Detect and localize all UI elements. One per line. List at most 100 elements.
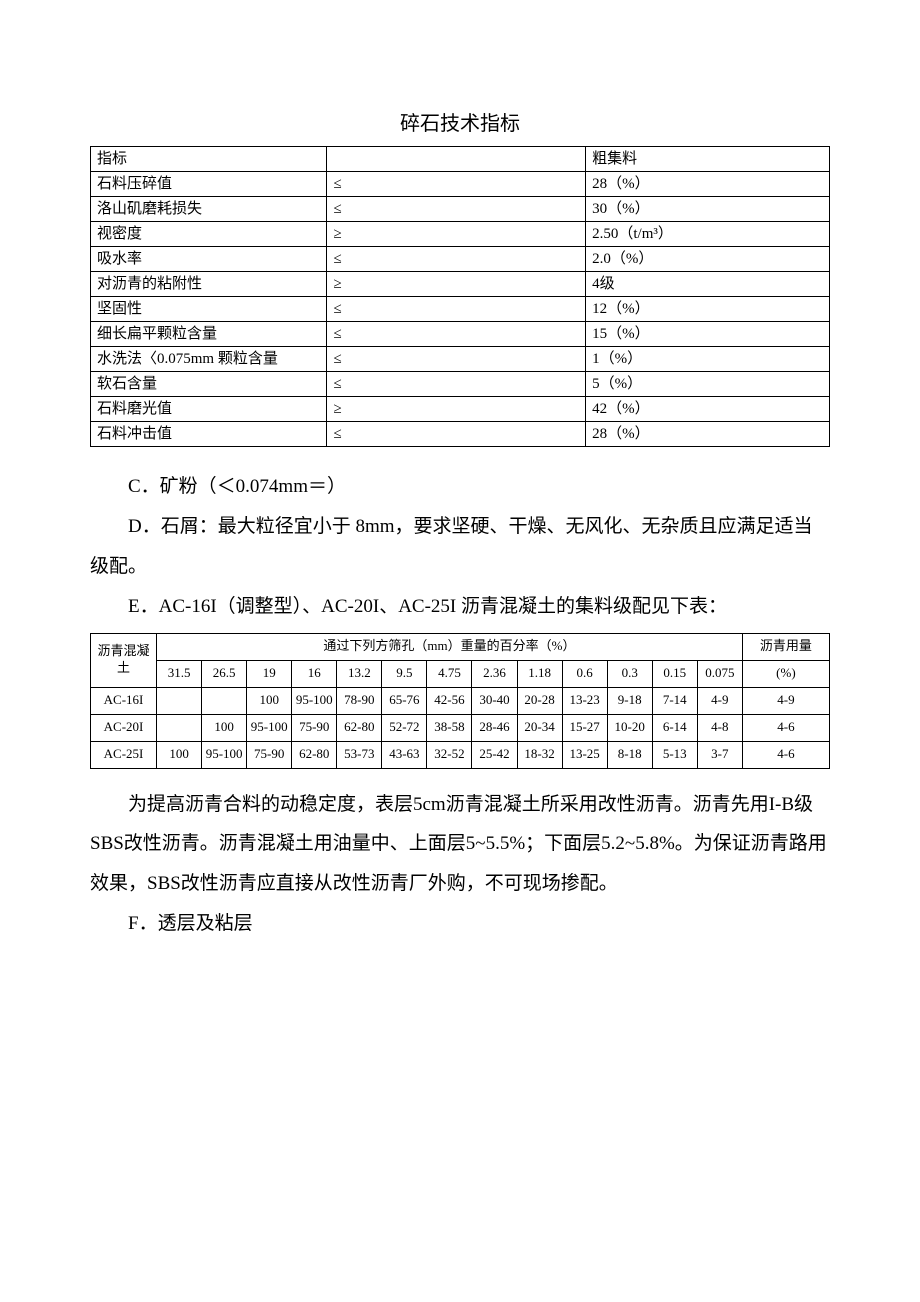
table-row: 洛山矶磨耗损失≤30（%） (91, 197, 830, 222)
table2-size-header: 19 (247, 660, 292, 687)
table-cell: 软石含量 (91, 372, 327, 397)
table-cell: 13-23 (562, 687, 607, 714)
table-cell: 石料冲击值 (91, 422, 327, 447)
table-row: AC-25I10095-10075-9062-8053-7343-6332-52… (91, 741, 830, 768)
table-cell: 13-25 (562, 741, 607, 768)
table-cell: 62-80 (292, 741, 337, 768)
table1-header: 指标 (91, 147, 327, 172)
table-cell: 9-18 (607, 687, 652, 714)
para-f: F．透层及粘层 (90, 904, 830, 944)
table1: 指标 粗集料 石料压碎值≤28（%）洛山矶磨耗损失≤30（%）视密度≥2.50（… (90, 146, 830, 447)
table-cell: 20-28 (517, 687, 562, 714)
table2-row-label: AC-25I (91, 741, 157, 768)
table-row: 石料磨光值≥42（%） (91, 397, 830, 422)
table-cell: ≤ (327, 297, 586, 322)
para-body: 为提高沥青合料的动稳定度，表层5cm沥青混凝土所采用改性沥青。沥青先用I-B级S… (90, 785, 830, 905)
table-cell: 62-80 (337, 714, 382, 741)
table-cell: 2.0（%） (586, 247, 830, 272)
table-row: 软石含量≤5（%） (91, 372, 830, 397)
table-cell: 洛山矶磨耗损失 (91, 197, 327, 222)
table2: 沥青混凝土 通过下列方筛孔（mm）重量的百分率（%） 沥青用量 31.526.5… (90, 633, 830, 769)
table-cell: 30（%） (586, 197, 830, 222)
table2-span-title: 通过下列方筛孔（mm）重量的百分率（%） (157, 633, 743, 660)
table-cell: 15-27 (562, 714, 607, 741)
table2-row-label: AC-16I (91, 687, 157, 714)
table-cell: 95-100 (247, 714, 292, 741)
table-cell: 6-14 (652, 714, 697, 741)
table-cell: 43-63 (382, 741, 427, 768)
table-cell: 水洗法〈0.075mm 颗粒含量 (91, 347, 327, 372)
table-cell: 100 (157, 741, 202, 768)
table-cell: ≤ (327, 322, 586, 347)
table-cell: 1（%） (586, 347, 830, 372)
table-cell: 对沥青的粘附性 (91, 272, 327, 297)
table2-size-header: 1.18 (517, 660, 562, 687)
table-row: 坚固性≤12（%） (91, 297, 830, 322)
table1-header: 粗集料 (586, 147, 830, 172)
table-cell: 2.50（t/m³） (586, 222, 830, 247)
table-cell: 5-13 (652, 741, 697, 768)
table-row: 吸水率≤2.0（%） (91, 247, 830, 272)
table-cell: 38-58 (427, 714, 472, 741)
table-cell: 28-46 (472, 714, 517, 741)
table2-size-header: 0.075 (697, 660, 742, 687)
table2-size-header: 16 (292, 660, 337, 687)
table-row: 石料压碎值≤28（%） (91, 172, 830, 197)
table-cell: 75-90 (292, 714, 337, 741)
table-cell: 52-72 (382, 714, 427, 741)
table-cell: 8-18 (607, 741, 652, 768)
table2-size-header: 0.3 (607, 660, 652, 687)
table2-size-header: 26.5 (202, 660, 247, 687)
table-cell: ≤ (327, 172, 586, 197)
table-cell: 28（%） (586, 172, 830, 197)
table2-last-header: 沥青用量 (742, 633, 829, 660)
table-row: AC-20I 10095-10075-9062-8052-7238-5828-46… (91, 714, 830, 741)
table-cell: 100 (247, 687, 292, 714)
table-cell: 5（%） (586, 372, 830, 397)
table-cell (157, 687, 202, 714)
table2-size-header: 4.75 (427, 660, 472, 687)
table-cell: 78-90 (337, 687, 382, 714)
table-cell: 4-9 (742, 687, 829, 714)
table-cell: 28（%） (586, 422, 830, 447)
table-cell: 视密度 (91, 222, 327, 247)
table-cell: 吸水率 (91, 247, 327, 272)
table-row: 石料冲击值≤28（%） (91, 422, 830, 447)
table-cell: ≤ (327, 197, 586, 222)
table2-size-header: 0.6 (562, 660, 607, 687)
table-cell: ≤ (327, 372, 586, 397)
table2-size-header: 2.36 (472, 660, 517, 687)
table-cell: 3-7 (697, 741, 742, 768)
table2-size-header: (%) (742, 660, 829, 687)
table-row: 细长扁平颗粒含量≤15（%） (91, 322, 830, 347)
table-cell: 4-6 (742, 741, 829, 768)
table-cell: 4级 (586, 272, 830, 297)
table-cell: 石料磨光值 (91, 397, 327, 422)
table-cell: 30-40 (472, 687, 517, 714)
table2-size-header: 0.15 (652, 660, 697, 687)
table2-header-row-2: 31.526.5191613.29.54.752.361.180.60.30.1… (91, 660, 830, 687)
table-cell: 42-56 (427, 687, 472, 714)
table-cell: 100 (202, 714, 247, 741)
table-cell: 75-90 (247, 741, 292, 768)
table1-title: 碎石技术指标 (90, 110, 830, 138)
table-cell: 95-100 (202, 741, 247, 768)
table-cell (157, 714, 202, 741)
table-cell: ≥ (327, 222, 586, 247)
table-cell: 10-20 (607, 714, 652, 741)
table-cell: 53-73 (337, 741, 382, 768)
table-cell: 12（%） (586, 297, 830, 322)
table-cell: 15（%） (586, 322, 830, 347)
table-cell: 95-100 (292, 687, 337, 714)
table-cell: 细长扁平颗粒含量 (91, 322, 327, 347)
table2-size-header: 13.2 (337, 660, 382, 687)
table2-row-label: AC-20I (91, 714, 157, 741)
table-row: 视密度≥2.50（t/m³） (91, 222, 830, 247)
para-e: E．AC-16I（调整型）、AC-20I、AC-25I 沥青混凝土的集料级配见下… (90, 587, 830, 627)
table-cell (202, 687, 247, 714)
table-row: AC-16I 10095-10078-9065-7642-5630-4020-28… (91, 687, 830, 714)
table2-size-header: 31.5 (157, 660, 202, 687)
table-cell: ≤ (327, 247, 586, 272)
table-cell: 65-76 (382, 687, 427, 714)
table-cell: 32-52 (427, 741, 472, 768)
